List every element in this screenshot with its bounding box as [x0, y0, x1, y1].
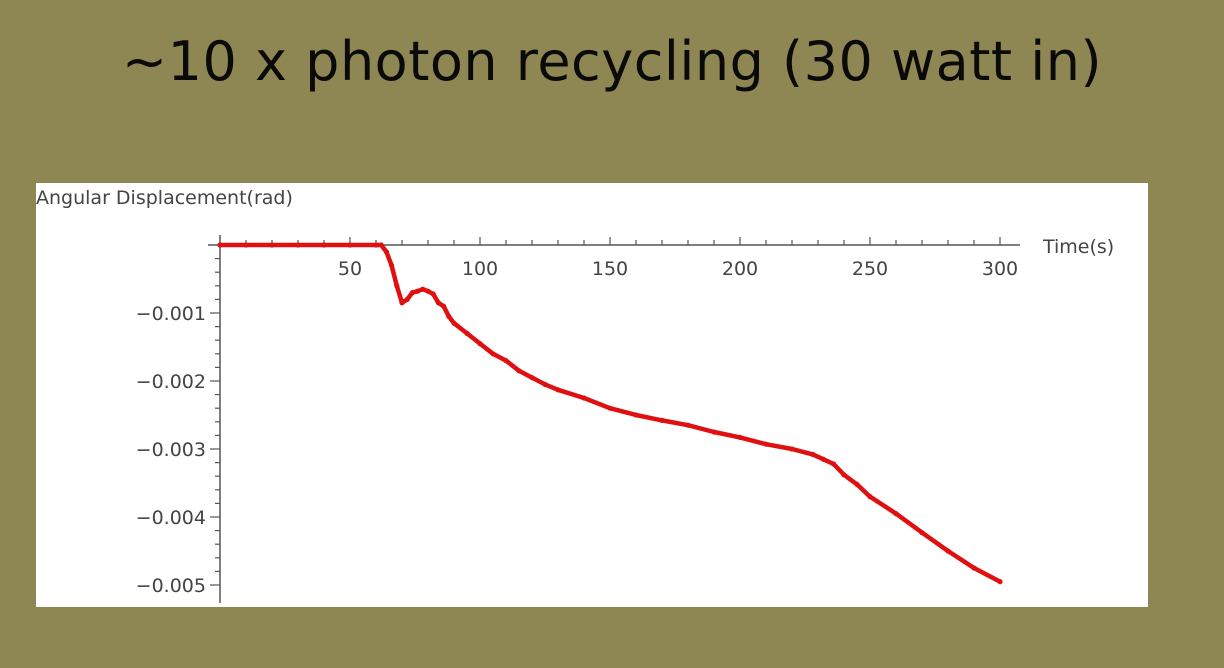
data-point: [394, 283, 400, 289]
data-point: [841, 472, 847, 478]
x-tick-label: 300: [982, 258, 1018, 280]
data-point: [529, 375, 535, 381]
y-tick-label: −0.005: [136, 575, 206, 597]
data-point: [919, 530, 925, 536]
data-point: [810, 451, 816, 457]
data-point: [607, 405, 613, 411]
y-tick-label: −0.003: [136, 439, 206, 461]
data-point: [409, 290, 415, 296]
data-point: [971, 565, 977, 571]
data-point: [243, 242, 249, 248]
data-point: [831, 461, 837, 467]
data-point: [737, 434, 743, 440]
data-point: [217, 242, 223, 248]
data-point: [820, 456, 826, 462]
y-tick-label: −0.001: [136, 303, 206, 325]
data-point: [516, 368, 522, 374]
data-point: [425, 288, 431, 294]
data-point: [269, 242, 275, 248]
angular-displacement-chart: Angular Displacement(rad) Time(s) 50 100 1…: [36, 187, 1114, 603]
x-tick-label: 50: [338, 258, 362, 280]
data-point: [503, 358, 509, 364]
series-group: [217, 242, 1003, 585]
x-tick-label: 200: [722, 258, 758, 280]
slide-title: ~10 x photon recycling (30 watt in): [121, 30, 1103, 93]
data-point: [389, 262, 395, 268]
ticks: 50 100 150 200 250 300 −0.001 −0.002 −0.003 −0.00…: [136, 237, 1018, 597]
x-axis-label: Time(s): [1042, 236, 1114, 258]
data-point: [893, 511, 899, 517]
data-point: [685, 422, 691, 428]
data-point: [542, 381, 548, 387]
data-point: [441, 303, 447, 309]
data-point: [763, 441, 769, 447]
data-point: [378, 242, 384, 248]
data-point: [711, 429, 717, 435]
x-tick-label: 100: [462, 258, 498, 280]
data-point: [490, 351, 496, 357]
y-tick-label: −0.002: [136, 371, 206, 393]
data-point: [430, 291, 436, 297]
data-point: [581, 395, 587, 401]
data-point: [854, 481, 860, 487]
data-point: [659, 417, 665, 423]
data-point: [867, 494, 873, 500]
data-point: [997, 579, 1003, 585]
x-tick-label: 150: [592, 258, 628, 280]
data-point: [435, 300, 441, 306]
data-point: [633, 412, 639, 418]
y-axis-label: Angular Displacement(rad): [36, 187, 293, 209]
data-point: [399, 300, 405, 306]
data-point: [404, 296, 410, 302]
y-tick-label: −0.004: [136, 507, 206, 529]
data-point: [347, 242, 353, 248]
data-point: [321, 242, 327, 248]
data-point: [555, 387, 561, 393]
data-point: [789, 446, 795, 452]
data-point: [383, 249, 389, 255]
chart-panel: Angular Displacement(rad) Time(s) 50 100 1…: [36, 183, 1148, 607]
x-tick-label: 250: [852, 258, 888, 280]
data-point: [477, 341, 483, 347]
series-line: [217, 242, 1003, 584]
data-point: [415, 288, 421, 294]
data-point: [295, 242, 301, 248]
data-point: [446, 313, 452, 319]
data-point: [373, 242, 379, 248]
data-point: [464, 330, 470, 336]
data-point: [420, 286, 426, 292]
data-point: [945, 548, 951, 554]
axes: [208, 235, 1020, 603]
data-point: [451, 320, 457, 326]
